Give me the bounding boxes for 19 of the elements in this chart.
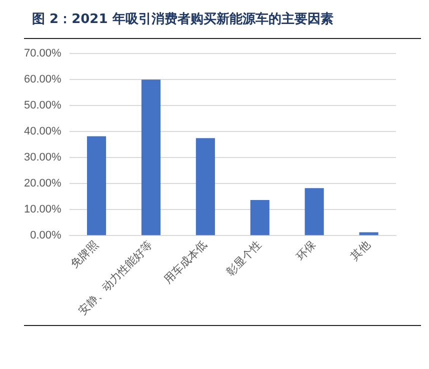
y-tick-label: 10.00% [24, 204, 62, 216]
x-tick-label: 环保 [294, 238, 318, 264]
bar [250, 200, 270, 236]
y-tick-label: 20.00% [24, 178, 62, 190]
chart-title: 图 2：2021 年吸引消费者购买新能源车的主要因素 [31, 10, 334, 29]
y-tick-label: 40.00% [24, 126, 62, 138]
bar [87, 136, 106, 236]
y-tick-label: 30.00% [24, 152, 62, 164]
y-tick-label: 60.00% [24, 74, 62, 86]
bar [196, 138, 215, 236]
y-tick-label: 70.00% [24, 48, 62, 60]
x-tick-label: 其他 [348, 238, 373, 264]
x-tick-label: 用车成本低 [161, 238, 210, 286]
bar [304, 188, 324, 236]
x-tick-label: 彰显个性 [224, 238, 264, 279]
x-tick-label: 免牌照 [68, 238, 101, 271]
y-tick-label: 50.00% [24, 100, 62, 112]
bar [141, 80, 161, 236]
y-tick-label: 0.00% [30, 230, 62, 242]
